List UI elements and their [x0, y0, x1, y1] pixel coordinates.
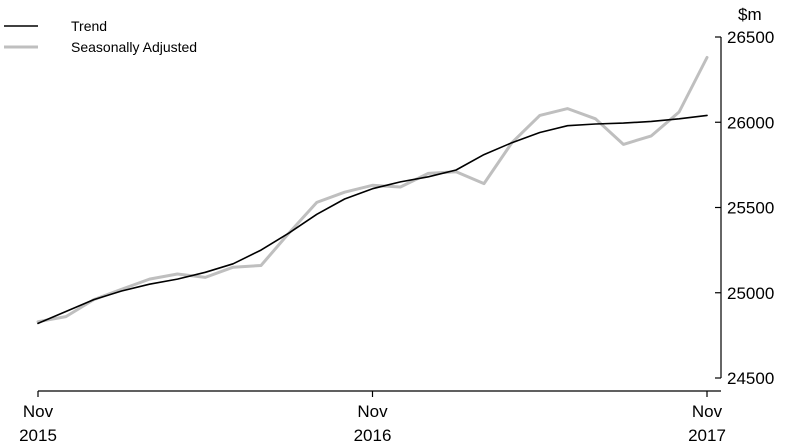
y-tick-label: 25500 — [727, 199, 774, 218]
series-line-trend — [37, 114, 708, 325]
x-tick-label-year: 2016 — [354, 426, 392, 445]
y-tick-label: 26500 — [727, 28, 774, 47]
series-line-seasonally-adjusted — [36, 56, 709, 324]
x-tick-label-month: Nov — [23, 402, 54, 421]
x-tick-label-year: 2015 — [19, 426, 57, 445]
axes: Nov 2015 Nov 2016 Nov 2017 24500 25000 25500 2600… — [19, 28, 774, 445]
x-tick-label-month: Nov — [357, 402, 388, 421]
y-tick-label: 24500 — [727, 369, 774, 388]
y-tick-label: 26000 — [727, 113, 774, 132]
y-axis-unit-label: $m — [738, 5, 762, 24]
y-tick-label: 25000 — [727, 284, 774, 303]
x-tick-label-month: Nov — [692, 402, 723, 421]
series-layer — [36, 56, 709, 325]
legend-trend-label: Trend — [71, 18, 107, 34]
legend-seasonally-adjusted-label: Seasonally Adjusted — [71, 39, 197, 55]
legend: Trend Seasonally Adjusted — [4, 18, 197, 55]
x-tick-label-year: 2017 — [688, 426, 726, 445]
